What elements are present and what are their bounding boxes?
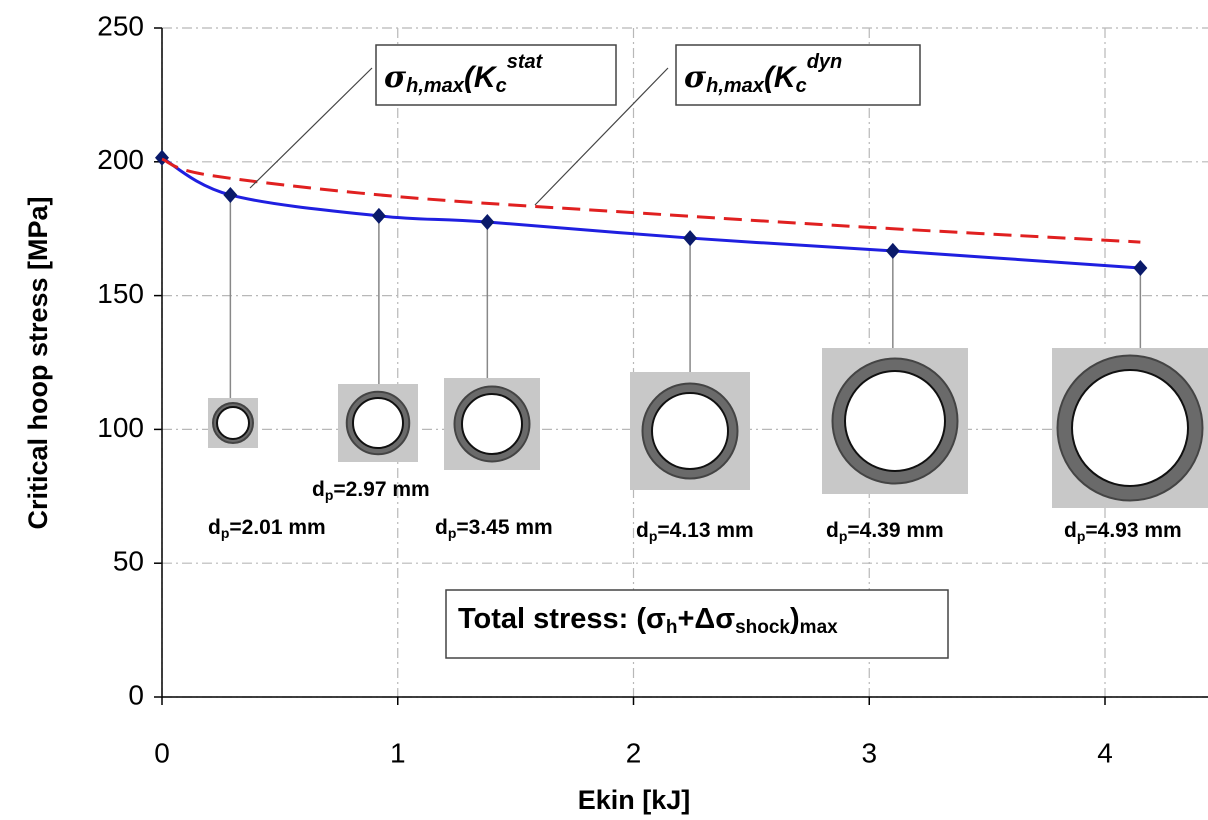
legend-part: h,max xyxy=(406,75,465,97)
x-tick-label: 2 xyxy=(626,737,642,768)
note: Total stress: (σh+Δσshock)max xyxy=(458,603,838,638)
annotation: dp=3.45 mm xyxy=(435,516,553,541)
annotation: dp=4.13 mm xyxy=(636,519,754,544)
marker xyxy=(223,186,238,203)
annotation-part: d xyxy=(636,519,649,542)
legend-part: c xyxy=(496,75,507,97)
legend-box xyxy=(375,44,617,106)
marker xyxy=(1133,260,1148,277)
annotation: dp=2.01 mm xyxy=(208,516,326,541)
annotation-part: d xyxy=(208,516,221,539)
callout-leader xyxy=(534,67,669,206)
y-tick-label: 100 xyxy=(97,412,144,443)
note-part: +Δσ xyxy=(677,603,735,635)
y-tick-label: 0 xyxy=(128,679,144,710)
x-tick-label: 3 xyxy=(861,737,877,768)
particle-hole xyxy=(844,370,946,472)
legend-part: σ xyxy=(384,60,407,95)
particle-hole xyxy=(461,393,523,455)
particle-hole xyxy=(1071,369,1189,487)
marker xyxy=(371,207,386,224)
annotation-part: =4.13 mm xyxy=(657,519,753,542)
annotation-part: p xyxy=(1077,528,1086,544)
annotation-part: p xyxy=(649,528,658,544)
annotation-part: d xyxy=(435,516,448,539)
legend-part: dyn xyxy=(807,51,843,73)
y-tick-label: 150 xyxy=(97,278,144,309)
marker xyxy=(480,214,495,231)
particle-hole xyxy=(651,392,729,470)
annotation-part: p xyxy=(221,525,230,541)
annotation-part: =3.45 mm xyxy=(456,516,552,539)
legend-label: σh,max(Kcstat xyxy=(384,51,544,97)
y-tick-label: 250 xyxy=(97,10,144,41)
annotation-part: d xyxy=(312,478,325,501)
annotation-part: d xyxy=(1064,519,1077,542)
annotation-part: p xyxy=(839,528,848,544)
annotation-part: =2.01 mm xyxy=(229,516,325,539)
y-tick-label: 50 xyxy=(113,546,144,577)
annotation: dp=4.39 mm xyxy=(826,519,944,544)
annotation-part: =4.39 mm xyxy=(847,519,943,542)
particle-hole xyxy=(352,397,404,449)
legend-box xyxy=(675,44,921,106)
note-part: max xyxy=(800,617,838,638)
marker xyxy=(683,230,698,247)
series-line xyxy=(161,156,1141,270)
y-axis-label: Critical hoop stress [MPa] xyxy=(23,196,53,529)
annotation: dp=4.93 mm xyxy=(1064,519,1182,544)
legend-label: σh,max(Kcdyn xyxy=(684,51,842,97)
annotation-part: d xyxy=(826,519,839,542)
note-part: Total stress: (σ xyxy=(458,603,666,635)
legend-part: h,max xyxy=(706,75,765,97)
marker xyxy=(885,242,900,259)
series-line xyxy=(161,157,1141,244)
callout-leader xyxy=(249,67,373,189)
note-part: ) xyxy=(790,603,800,635)
legend-part: stat xyxy=(507,51,544,73)
legend-part: c xyxy=(796,75,807,97)
annotation: dp=2.97 mm xyxy=(312,478,430,503)
x-tick-label: 4 xyxy=(1097,737,1113,768)
x-tick-label: 1 xyxy=(390,737,406,768)
annotation-part: =4.93 mm xyxy=(1085,519,1181,542)
legend-part: (K xyxy=(464,61,498,94)
note-part: h xyxy=(666,617,678,638)
annotation-part: p xyxy=(325,487,334,503)
note-box xyxy=(445,589,949,659)
note-part: shock xyxy=(735,617,790,638)
annotation-part: =2.97 mm xyxy=(333,478,429,501)
particle-hole xyxy=(216,406,250,440)
x-tick-label: 0 xyxy=(154,737,170,768)
x-axis-label: Ekin [kJ] xyxy=(578,785,691,815)
legend-part: (K xyxy=(764,61,798,94)
legend-part: σ xyxy=(684,60,707,95)
y-tick-label: 200 xyxy=(97,144,144,175)
annotation-part: p xyxy=(448,525,457,541)
